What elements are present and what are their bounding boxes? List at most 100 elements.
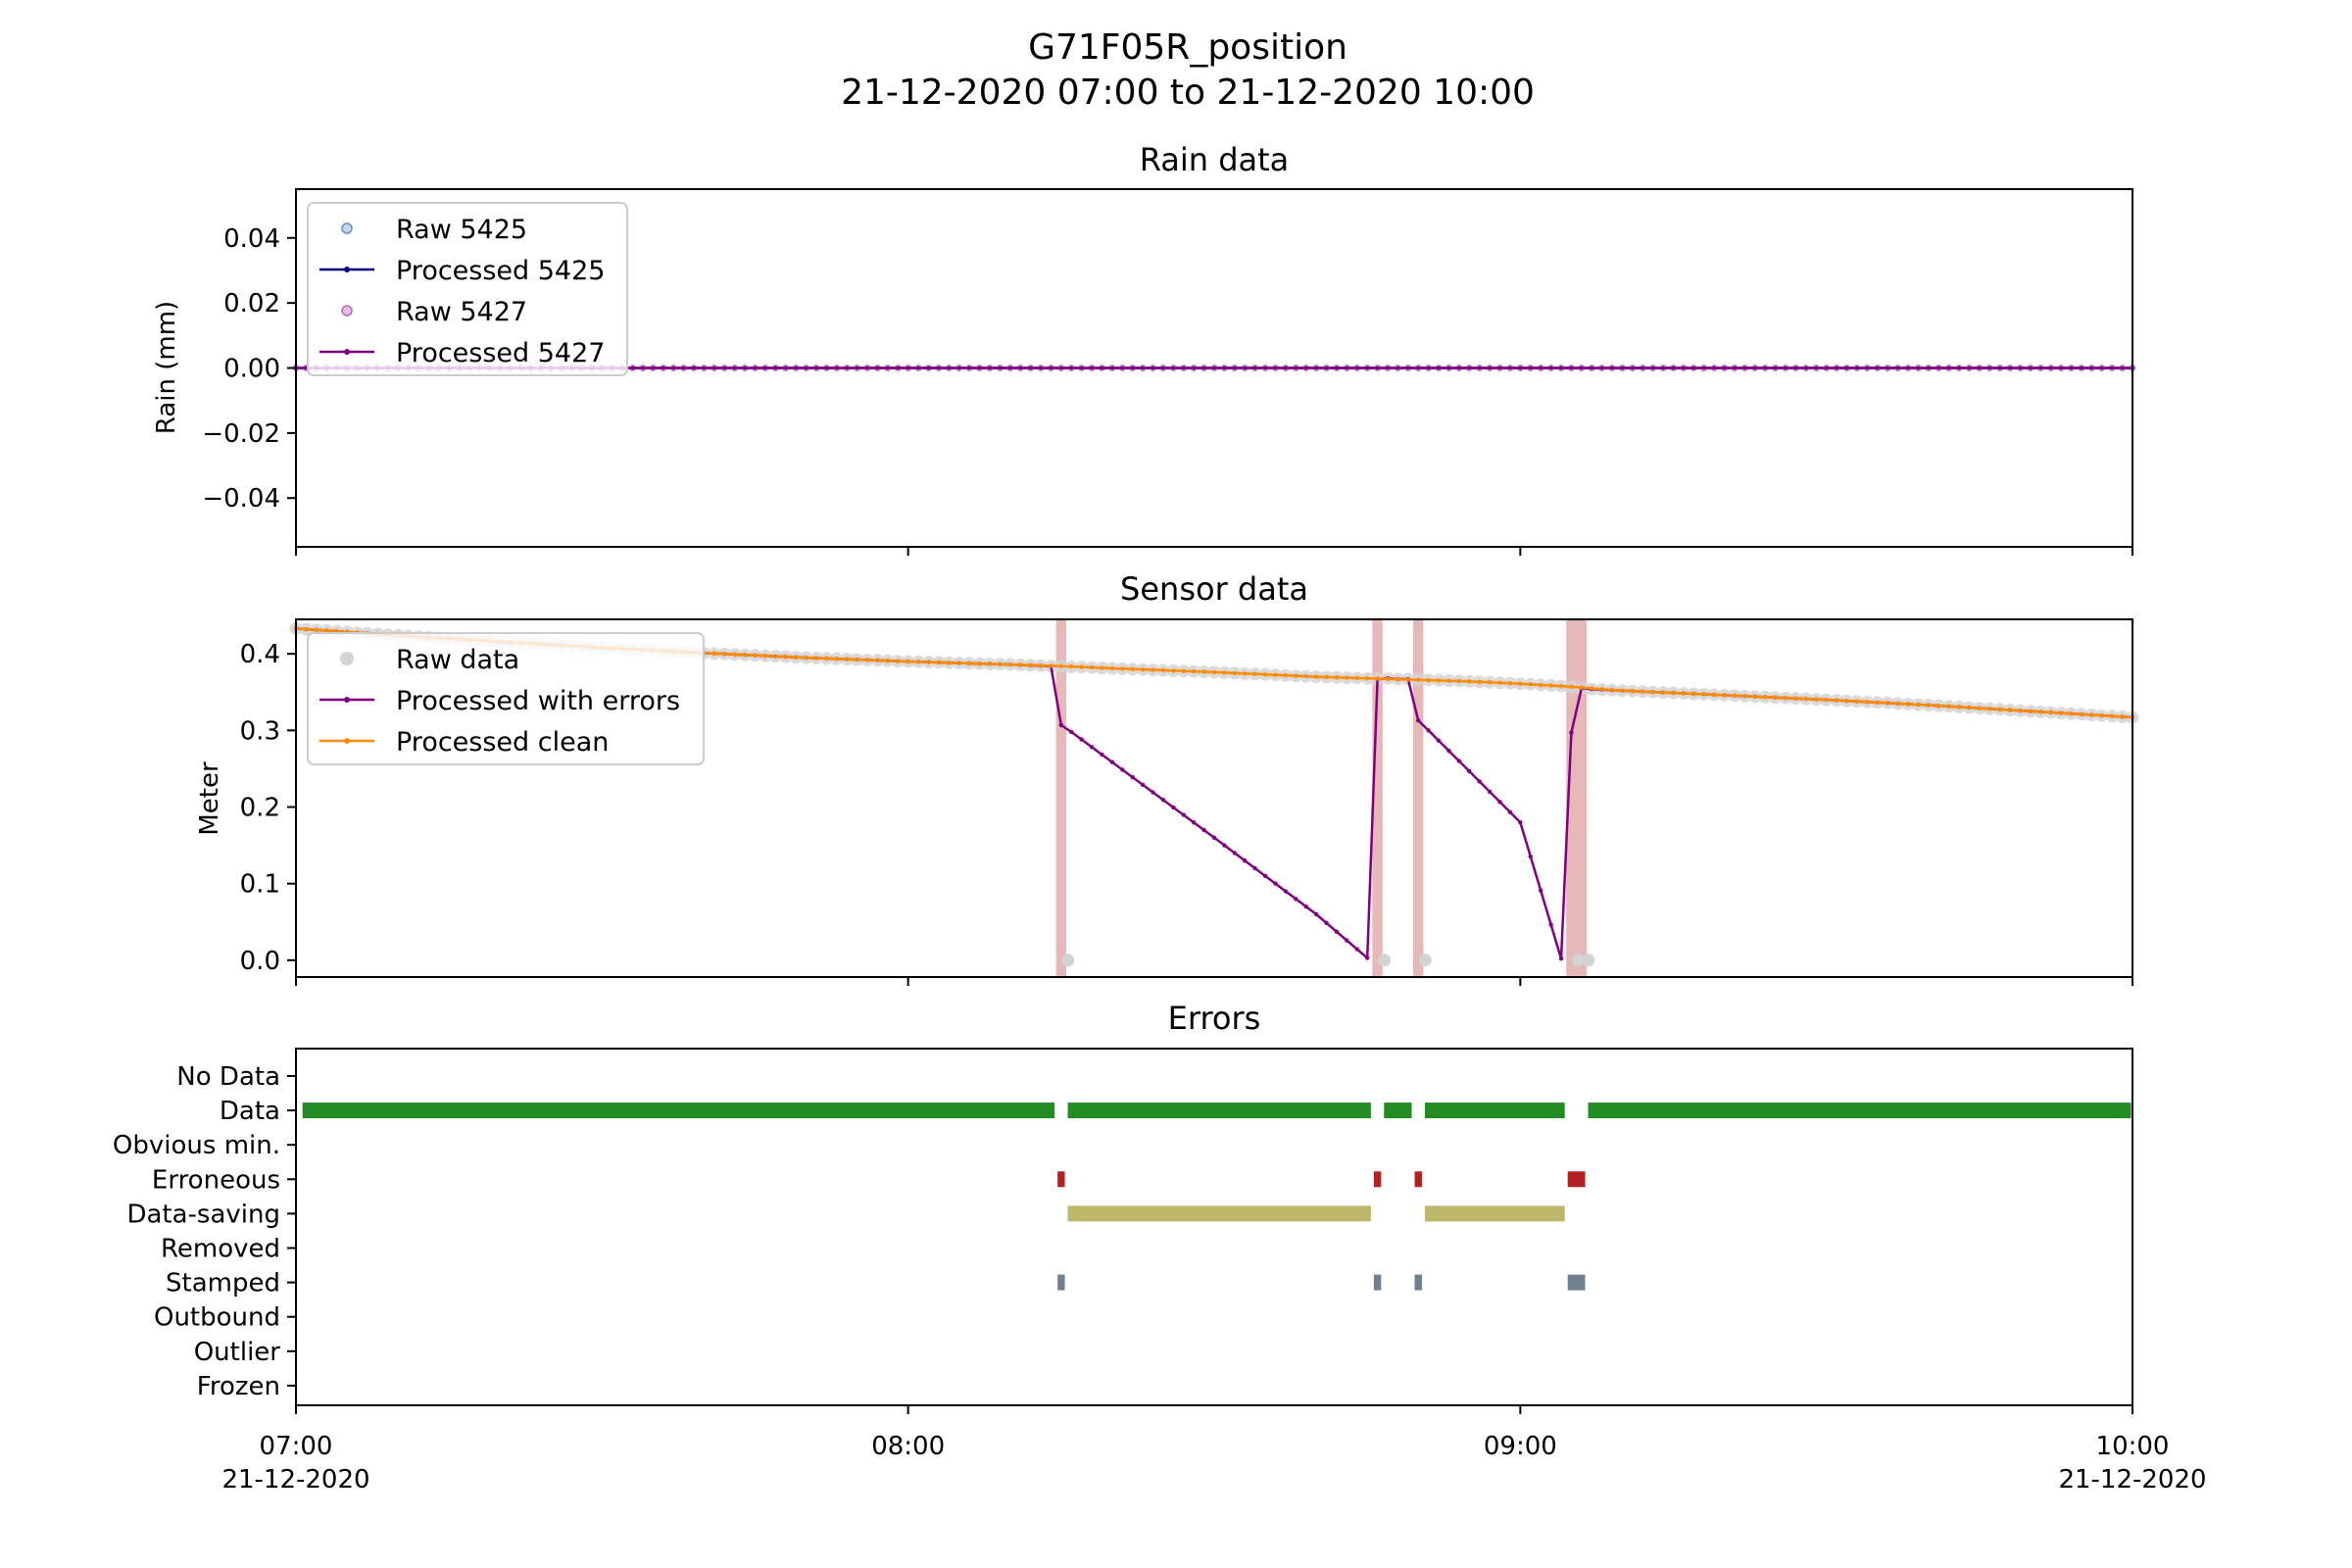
rain-processed-marker <box>1650 366 1655 370</box>
processed-clean-marker <box>783 654 788 660</box>
processed-errors-marker <box>1354 947 1360 952</box>
processed-clean-marker <box>845 657 850 662</box>
rain-processed-marker <box>1977 366 1983 370</box>
processed-clean-marker <box>2069 711 2074 716</box>
rain-processed-marker <box>753 366 758 370</box>
processed-clean-marker <box>998 662 1003 666</box>
rain-processed-marker <box>966 366 972 370</box>
rain-processed-marker <box>1539 366 1544 370</box>
processed-clean-marker <box>1539 682 1544 688</box>
processed-clean-marker <box>1007 662 1013 667</box>
processed-clean-marker <box>1160 667 1166 673</box>
processed-clean-marker <box>1192 668 1197 674</box>
rain-processed-marker <box>1926 366 1932 370</box>
rain-processed-marker <box>1620 366 1625 370</box>
processed-errors-marker <box>1528 854 1533 859</box>
rain-processed-marker <box>1477 366 1482 370</box>
rain-processed-marker <box>1100 366 1104 370</box>
processed-clean-marker <box>1548 683 1553 688</box>
rain-processed-marker <box>1354 366 1360 370</box>
processed-clean-marker <box>1590 686 1594 691</box>
processed-errors-marker <box>1079 737 1084 742</box>
processed-clean-marker <box>1262 672 1268 677</box>
rain-processed-marker <box>1140 366 1146 370</box>
processed-clean-marker <box>1660 690 1666 695</box>
sensor-legend-swatch <box>344 697 350 703</box>
rain-processed-marker <box>651 366 656 370</box>
processed-clean-marker <box>896 659 901 663</box>
rain-processed-marker <box>711 366 717 370</box>
rain-processed-marker <box>1885 366 1890 370</box>
processed-clean-marker <box>1028 662 1033 667</box>
rain-processed-marker <box>1956 366 1962 370</box>
rain-processed-marker <box>1681 366 1687 370</box>
processed-clean-marker <box>1681 691 1687 696</box>
processed-clean-marker <box>1579 685 1585 690</box>
processed-errors-marker <box>1151 790 1155 795</box>
processed-clean-marker <box>915 660 921 664</box>
error-span <box>1413 619 1424 977</box>
rain-processed-marker <box>1671 366 1676 370</box>
sensor-raw-point <box>1061 954 1075 967</box>
processed-clean-marker <box>1844 699 1849 704</box>
rain-processed-marker <box>987 366 993 370</box>
rain-processed-marker <box>834 366 839 370</box>
processed-clean-marker <box>1396 676 1400 682</box>
rain-processed-marker <box>1834 366 1839 370</box>
rain-processed-marker <box>1211 366 1217 370</box>
sensor-ytick-label: 0.3 <box>240 716 280 746</box>
rain-legend-label: Raw 5427 <box>396 297 527 327</box>
processed-errors-marker <box>1181 812 1187 817</box>
rain-processed-marker <box>1742 366 1747 370</box>
processed-errors-marker <box>1120 767 1125 772</box>
processed-clean-marker <box>2028 709 2034 713</box>
rain-processed-marker <box>1243 366 1248 370</box>
processed-errors-marker <box>1426 728 1431 733</box>
processed-clean-marker <box>1834 698 1839 703</box>
processed-clean-marker <box>1783 696 1788 701</box>
processed-clean-marker <box>2058 710 2064 715</box>
rain-legend-label: Processed 5425 <box>396 256 605 286</box>
processed-clean-marker <box>966 661 972 666</box>
processed-errors-marker <box>1548 922 1553 927</box>
rain-ytick-label: 0.02 <box>223 289 280 318</box>
sensor-axes-frame <box>295 618 2133 978</box>
processed-errors-marker <box>1324 920 1329 925</box>
processed-clean-marker <box>742 653 748 658</box>
rain-processed-marker <box>722 366 727 370</box>
rain-processed-marker <box>1732 366 1738 370</box>
processed-clean-marker <box>1936 704 1941 709</box>
processed-clean-marker <box>324 628 329 633</box>
processed-clean-marker <box>1171 668 1176 673</box>
rain-processed-marker <box>896 366 901 370</box>
rain-processed-marker <box>813 366 819 370</box>
rain-processed-marker <box>1967 366 1972 370</box>
rain-processed-marker <box>1385 366 1391 370</box>
rain-processed-marker <box>691 366 697 370</box>
rain-processed-marker <box>1905 366 1911 370</box>
processed-clean-marker <box>1865 700 1870 705</box>
rain-processed-marker <box>1548 366 1553 370</box>
error-segment-erroneous <box>1373 1171 1382 1188</box>
sensor-raw-point <box>1582 954 1595 967</box>
processed-clean-marker <box>1222 670 1227 675</box>
processed-clean-marker <box>1905 702 1911 707</box>
processed-clean-marker <box>875 658 880 662</box>
rain-legend-swatch <box>344 267 350 272</box>
processed-clean-marker <box>2120 714 2125 719</box>
processed-clean-marker <box>2110 713 2115 718</box>
processed-clean-marker <box>304 626 309 632</box>
rain-processed-marker <box>2120 366 2125 370</box>
rain-processed-marker <box>1181 366 1187 370</box>
processed-clean-marker <box>1885 701 1890 706</box>
rain-processed-marker <box>1987 366 1992 370</box>
rain-legend-box <box>307 202 628 376</box>
processed-clean-marker <box>1763 695 1768 700</box>
processed-errors-marker <box>1518 819 1523 825</box>
rain-processed-marker <box>1467 366 1472 370</box>
sensor-raw-point <box>1571 954 1585 967</box>
x-tick-date: 21-12-2020 <box>221 1465 369 1494</box>
processed-clean-marker <box>1365 676 1370 681</box>
rain-processed-marker <box>1436 366 1442 370</box>
rain-processed-marker <box>2099 366 2104 370</box>
